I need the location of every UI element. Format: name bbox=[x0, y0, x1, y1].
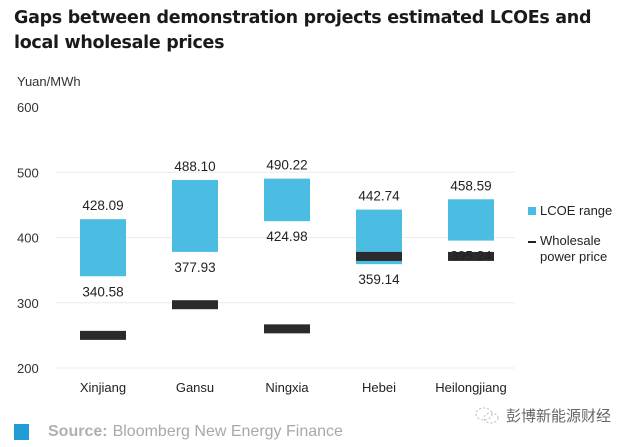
legend: LCOE range Wholesale power price bbox=[528, 203, 612, 279]
x-tick-label: Xinjiang bbox=[80, 380, 126, 395]
lcoe-high-label: 442.74 bbox=[358, 189, 400, 204]
lcoe-range-bar bbox=[172, 180, 218, 252]
chart-title: Gaps between demonstration projects esti… bbox=[14, 8, 592, 53]
legend-label-lcoe: LCOE range bbox=[540, 203, 613, 218]
wholesale-dash-icon bbox=[528, 241, 536, 243]
x-tick-label: Heilongjiang bbox=[435, 380, 507, 395]
source-label: Source: bbox=[48, 423, 108, 440]
wechat-icon bbox=[475, 407, 499, 423]
legend-item-wholesale: Wholesale power price bbox=[528, 233, 612, 265]
lcoe-range-bar bbox=[448, 199, 494, 241]
watermark: 彭博新能源财经 bbox=[474, 405, 611, 426]
source-text: Bloomberg New Energy Finance bbox=[112, 423, 343, 440]
lcoe-low-label: 377.93 bbox=[174, 260, 215, 275]
y-tick-label: 500 bbox=[17, 165, 39, 180]
lcoe-range-bar bbox=[264, 178, 310, 222]
wholesale-price-marker bbox=[80, 330, 126, 340]
lcoe-high-label: 458.59 bbox=[450, 178, 491, 193]
wholesale-price-marker bbox=[356, 251, 402, 261]
lcoe-range-bar bbox=[80, 219, 126, 277]
lcoe-low-label: 395.24 bbox=[450, 249, 492, 264]
y-axis-unit-label: Yuan/MWh bbox=[17, 74, 81, 89]
legend-label-wholesale-2: power price bbox=[540, 249, 608, 264]
lcoe-high-label: 490.22 bbox=[266, 158, 307, 173]
lcoe-low-label: 359.14 bbox=[358, 272, 400, 287]
y-tick-label: 300 bbox=[17, 296, 39, 311]
wholesale-price-marker bbox=[264, 324, 310, 334]
lcoe-high-label: 488.10 bbox=[174, 159, 215, 174]
lcoe-low-label: 340.58 bbox=[82, 284, 123, 299]
x-tick-label: Hebei bbox=[362, 380, 396, 395]
lcoe-low-label: 424.98 bbox=[266, 229, 307, 244]
legend-item-lcoe: LCOE range bbox=[528, 203, 612, 219]
x-tick-label: Gansu bbox=[176, 380, 214, 395]
lcoe-swatch-icon bbox=[528, 207, 536, 215]
y-tick-label: 600 bbox=[17, 100, 39, 115]
x-tick-label: Ningxia bbox=[265, 380, 309, 395]
lcoe-high-label: 428.09 bbox=[82, 198, 123, 213]
wholesale-price-marker bbox=[172, 300, 218, 310]
y-tick-label: 200 bbox=[17, 361, 39, 376]
source-square-icon bbox=[14, 424, 29, 440]
wholesale-price-marker bbox=[448, 251, 494, 261]
watermark-text: 彭博新能源财经 bbox=[506, 408, 612, 425]
y-tick-label: 400 bbox=[17, 231, 39, 246]
source-line: Source: Bloomberg New Energy Finance bbox=[14, 423, 343, 441]
legend-label-wholesale-1: Wholesale bbox=[540, 233, 601, 248]
